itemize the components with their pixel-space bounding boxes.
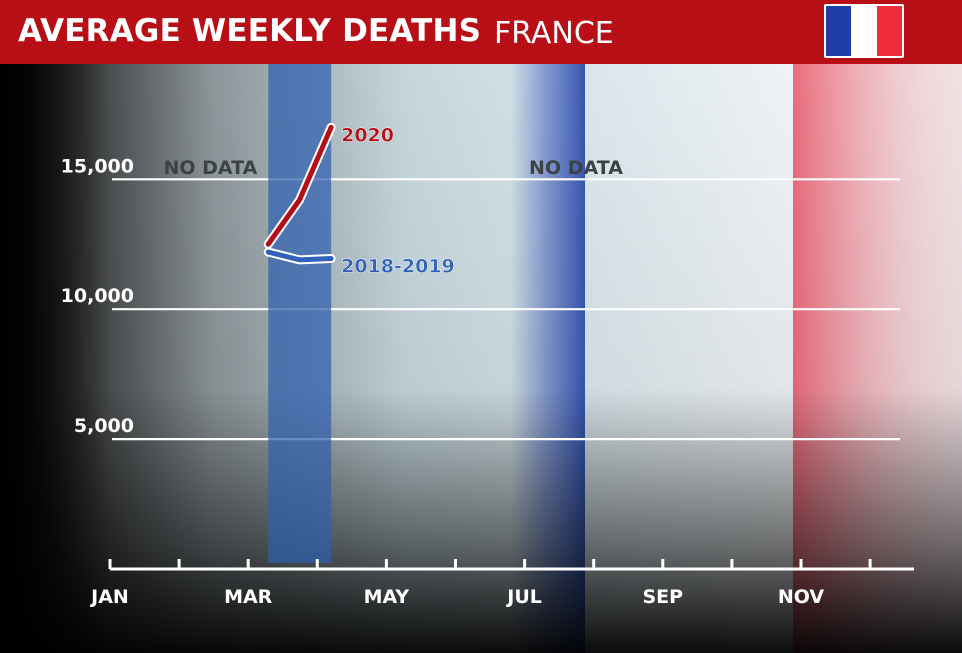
chart-svg: 5,000 10,000 15,000 JAN MAR MAY JUL SEP NOV NO …: [0, 64, 962, 653]
series-label: 2018-2019: [341, 256, 455, 278]
bottom-shadow: [0, 64, 962, 653]
series-lines: 2020 2018-2019: [263, 122, 455, 278]
country-label: FRANCE: [494, 16, 614, 51]
series-label: 2020: [341, 124, 394, 146]
series-point: [297, 257, 302, 262]
series-point: [329, 125, 334, 130]
series-point: [266, 250, 271, 255]
y-tick-label: 15,000: [61, 155, 134, 177]
x-tick-label: MAR: [224, 586, 273, 608]
series-point: [266, 242, 271, 247]
flag-stripe-blue: [826, 6, 852, 56]
no-data-annotation: NO DATA: [529, 157, 623, 179]
no-data-annotation: NO DATA: [163, 157, 257, 179]
flag-stripe-red: [876, 6, 902, 56]
chart-title: AVERAGE WEEKLY DEATHS: [18, 13, 482, 49]
x-tick-label: JUL: [505, 586, 542, 608]
annotations: NO DATA NO DATA: [163, 157, 623, 179]
gridlines: [112, 178, 900, 441]
y-axis-labels: 5,000 10,000 15,000: [61, 155, 134, 437]
series-point: [329, 256, 334, 261]
x-tick-label: MAY: [364, 586, 410, 608]
x-tick-label: NOV: [778, 586, 825, 608]
background-layer: [0, 64, 962, 653]
y-tick-label: 5,000: [74, 415, 134, 437]
france-flag-icon: [824, 4, 904, 58]
x-tick-label: JAN: [89, 586, 129, 608]
x-axis: [108, 559, 914, 571]
x-axis-labels: JAN MAR MAY JUL SEP NOV: [89, 586, 824, 608]
x-tick-label: SEP: [643, 586, 684, 608]
header-bar: AVERAGE WEEKLY DEATHS FRANCE: [0, 0, 962, 64]
flag-stripe-white: [851, 6, 877, 56]
y-tick-label: 10,000: [61, 285, 134, 307]
series-point: [297, 198, 302, 203]
